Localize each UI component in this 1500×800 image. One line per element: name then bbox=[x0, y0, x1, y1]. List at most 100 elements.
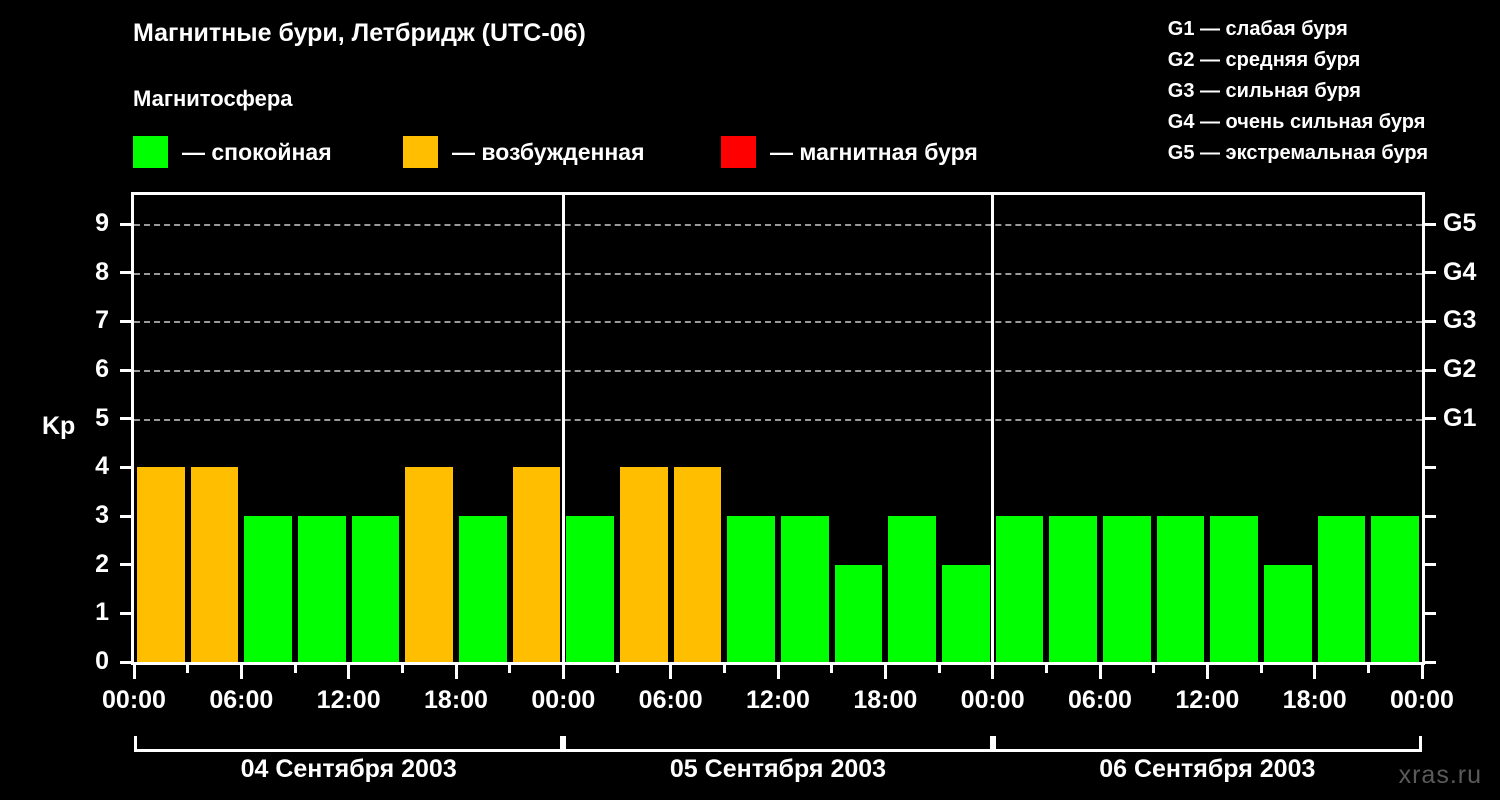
g-tick-label-G1: G1 bbox=[1443, 403, 1477, 432]
bar-day3-slot1 bbox=[995, 516, 1044, 662]
day-label-2: 05 Сентября 2003 bbox=[669, 755, 887, 783]
g-tick-label-G4: G4 bbox=[1443, 257, 1477, 286]
x-tick-label-18: 06:00 bbox=[1068, 686, 1132, 714]
x-tick-minor-13 bbox=[830, 665, 834, 673]
x-tick-label-22: 18:00 bbox=[1282, 686, 1347, 714]
y-tick-mark-2 bbox=[120, 563, 131, 567]
g-minor-tick-1 bbox=[1425, 611, 1436, 615]
day-bracket-3 bbox=[992, 736, 1422, 752]
x-tick-minor-11 bbox=[722, 665, 726, 673]
bar-day1-slot5 bbox=[351, 516, 400, 662]
plot-inner bbox=[134, 195, 1422, 662]
bar-day3-slot6 bbox=[1264, 564, 1312, 662]
legend-label-active: — возбужденная bbox=[452, 138, 645, 165]
bar-day1-slot7 bbox=[459, 516, 507, 662]
day-bracket-1 bbox=[134, 736, 564, 752]
g-minor-tick-3 bbox=[1425, 514, 1436, 518]
x-tick-label-16: 00:00 bbox=[960, 686, 1025, 714]
x-tick-major-24 bbox=[1420, 665, 1424, 679]
bar-day3-slot8 bbox=[1371, 516, 1419, 662]
bar-day2-slot8 bbox=[942, 564, 990, 662]
bar-day2-slot3 bbox=[673, 467, 722, 662]
g-legend-row-3: G3 — сильная буря bbox=[1167, 80, 1361, 102]
y-tick-mark-3 bbox=[120, 514, 131, 518]
x-tick-major-18 bbox=[1098, 665, 1102, 679]
bar-day2-slot1 bbox=[566, 516, 614, 662]
bar-day1-slot2 bbox=[190, 467, 239, 662]
x-tick-label-20: 12:00 bbox=[1175, 686, 1240, 714]
g-legend-row-4: G4 — очень сильная буря bbox=[1167, 111, 1426, 133]
y-tick-label-3: 3 bbox=[95, 501, 109, 530]
y-tick-mark-5 bbox=[120, 417, 131, 421]
gridline-kp-9 bbox=[134, 224, 1422, 227]
y-tick-mark-1 bbox=[120, 611, 131, 615]
x-tick-label-4: 12:00 bbox=[316, 686, 381, 714]
x-tick-label-6: 18:00 bbox=[424, 686, 488, 714]
g-scale-legend: G1 — слабая буря G2 — средняя буря G3 — си… bbox=[1168, 14, 1428, 169]
g-minor-tick-4 bbox=[1425, 465, 1436, 469]
legend-swatch-calm bbox=[133, 136, 168, 168]
y-tick-label-7: 7 bbox=[95, 306, 109, 335]
g-minor-tick-0 bbox=[1425, 660, 1436, 664]
g-tick-mark-G1 bbox=[1425, 417, 1436, 421]
bar-day3-slot7 bbox=[1317, 516, 1366, 662]
g-minor-tick-2 bbox=[1425, 563, 1436, 567]
y-tick-label-2: 2 bbox=[95, 549, 109, 578]
bar-day1-slot6 bbox=[405, 467, 453, 662]
y-tick-label-4: 4 bbox=[95, 452, 109, 481]
x-tick-label-24: 00:00 bbox=[1390, 686, 1454, 714]
x-tick-label-12: 12:00 bbox=[746, 686, 810, 714]
y-tick-mark-9 bbox=[120, 222, 131, 226]
g-tick-label-G2: G2 bbox=[1443, 355, 1477, 384]
x-tick-minor-21 bbox=[1259, 665, 1263, 673]
y-tick-label-5: 5 bbox=[95, 403, 109, 432]
y-tick-mark-0 bbox=[120, 660, 131, 664]
bar-day2-slot6 bbox=[834, 564, 883, 662]
x-tick-major-10 bbox=[669, 665, 673, 679]
bar-day2-slot5 bbox=[781, 516, 829, 662]
x-tick-minor-5 bbox=[400, 665, 404, 673]
watermark: xras.ru bbox=[1398, 761, 1482, 789]
y-tick-mark-8 bbox=[120, 271, 131, 275]
day-separator-2 bbox=[991, 195, 995, 662]
day-separator-1 bbox=[561, 195, 565, 662]
bar-day3-slot3 bbox=[1103, 516, 1151, 662]
x-tick-major-6 bbox=[454, 665, 458, 679]
bar-day3-slot2 bbox=[1049, 516, 1097, 662]
x-tick-major-0 bbox=[132, 665, 136, 679]
gridline-kp-7 bbox=[134, 321, 1422, 324]
bar-day2-slot7 bbox=[888, 516, 936, 662]
x-tick-major-22 bbox=[1313, 665, 1317, 679]
magnetosphere-heading: Магнитосфера bbox=[133, 86, 293, 111]
y-tick-label-8: 8 bbox=[95, 257, 109, 286]
g-tick-mark-G4 bbox=[1425, 271, 1436, 275]
g-tick-mark-G2 bbox=[1425, 368, 1436, 372]
y-tick-label-9: 9 bbox=[95, 209, 109, 238]
page-title: Магнитные бури, Летбридж (UTC-06) bbox=[133, 19, 586, 47]
g-legend-row-5: G5 — экстремальная буря bbox=[1167, 142, 1428, 164]
x-tick-major-20 bbox=[1205, 665, 1209, 679]
bar-day1-slot1 bbox=[137, 467, 185, 662]
x-tick-label-2: 06:00 bbox=[209, 686, 274, 714]
x-tick-minor-15 bbox=[937, 665, 941, 673]
bar-day1-slot8 bbox=[512, 467, 561, 662]
y-tick-mark-6 bbox=[120, 368, 131, 372]
y-axis-title: Kp bbox=[42, 412, 76, 440]
x-tick-minor-1 bbox=[186, 665, 190, 673]
x-tick-major-4 bbox=[347, 665, 351, 679]
bar-day2-slot4 bbox=[727, 516, 775, 662]
bar-day1-slot3 bbox=[244, 516, 292, 662]
y-tick-mark-4 bbox=[120, 465, 131, 469]
bar-day3-slot4 bbox=[1156, 516, 1205, 662]
legend-swatch-storm bbox=[721, 136, 756, 168]
g-tick-mark-G3 bbox=[1425, 319, 1436, 323]
bar-day1-slot4 bbox=[298, 516, 346, 662]
y-tick-label-1: 1 bbox=[95, 598, 109, 627]
x-tick-major-8 bbox=[561, 665, 565, 679]
g-legend-row-1: G1 — слабая буря bbox=[1167, 18, 1348, 40]
legend-label-storm: — магнитная буря bbox=[770, 138, 978, 165]
gridline-kp-8 bbox=[134, 272, 1422, 275]
legend-swatch-active bbox=[403, 136, 438, 168]
y-tick-label-6: 6 bbox=[95, 355, 109, 384]
